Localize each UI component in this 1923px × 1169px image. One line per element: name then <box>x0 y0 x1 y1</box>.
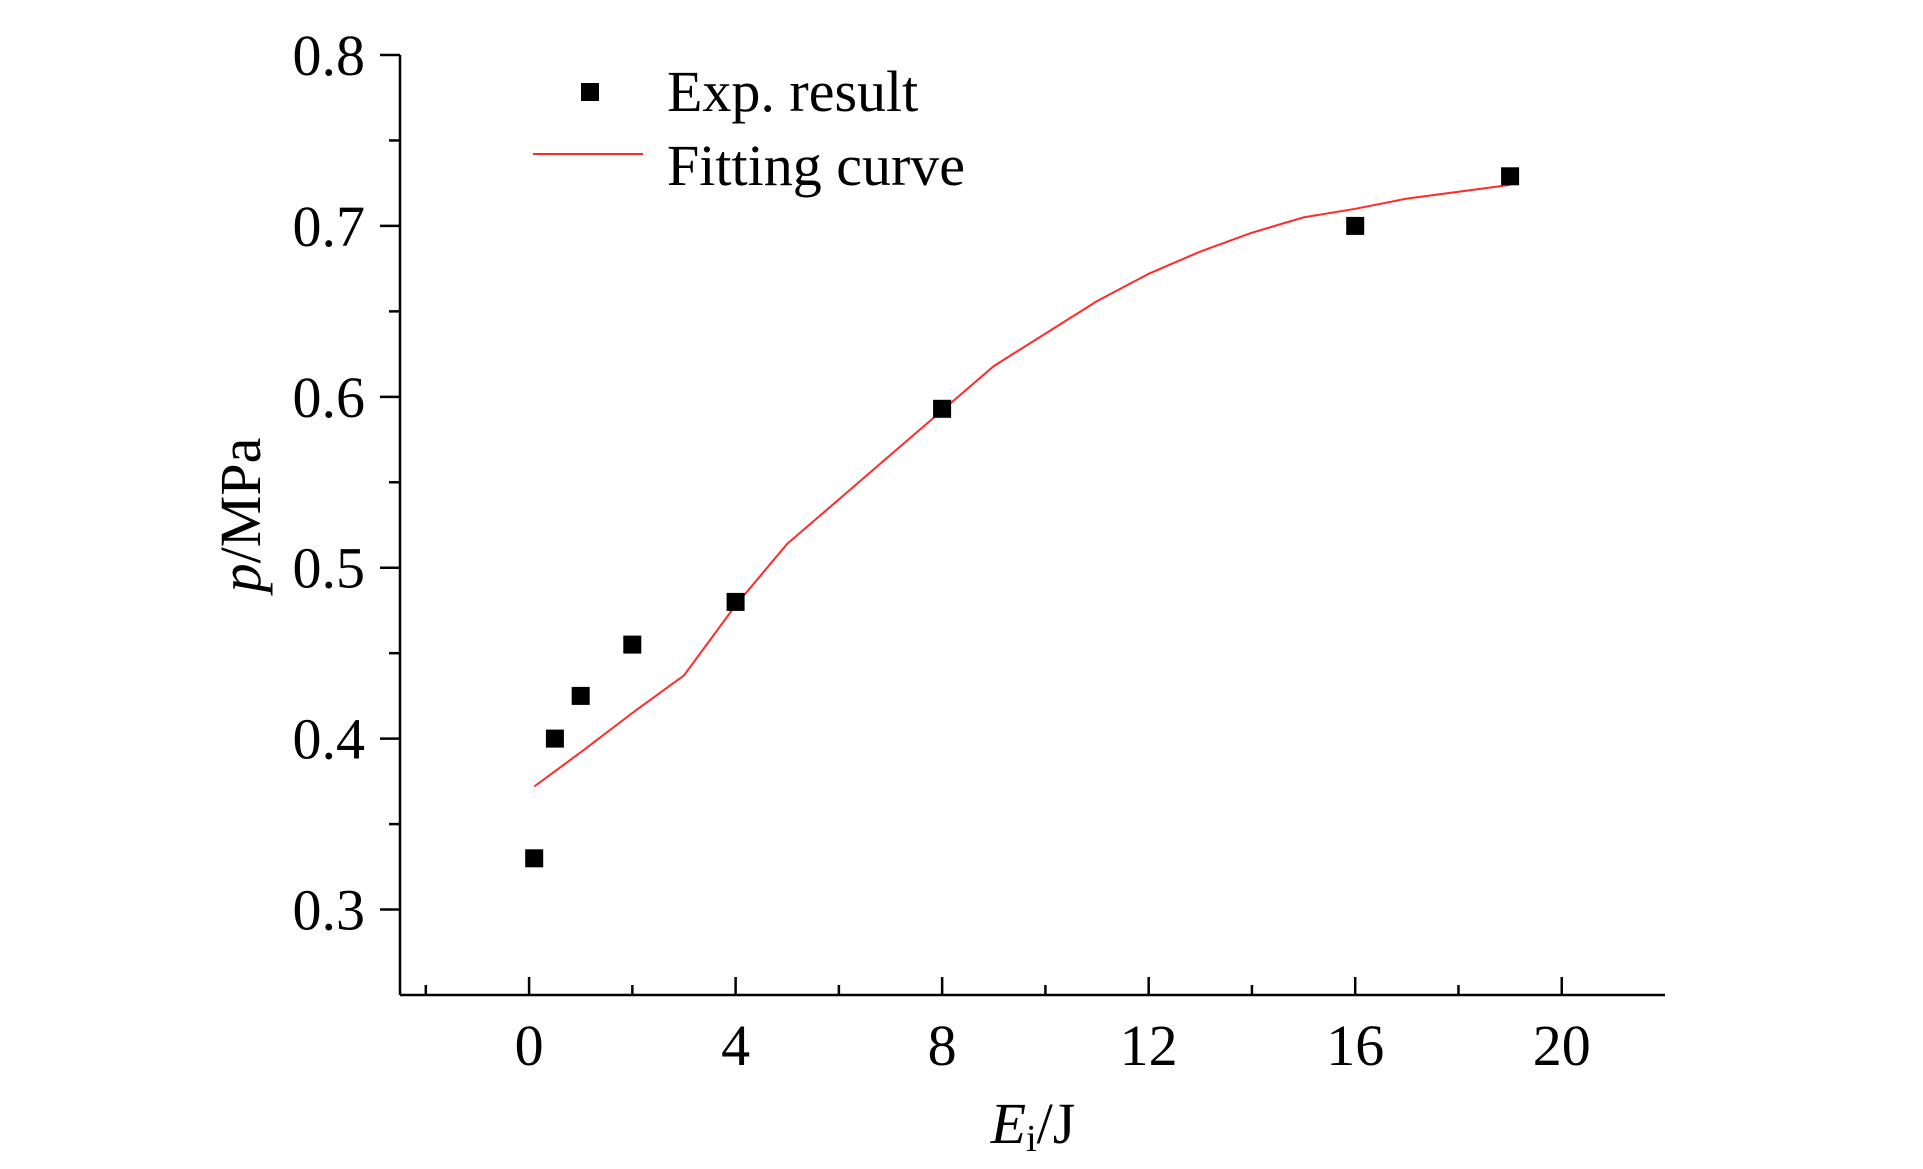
x-tick-label: 4 <box>721 1013 750 1078</box>
legend-label-exp-result: Exp. result <box>667 59 918 124</box>
legend: Exp. result Fitting curve <box>533 59 965 198</box>
legend-label-fitting-curve: Fitting curve <box>667 133 965 198</box>
data-point <box>571 686 590 705</box>
x-tick-label: 12 <box>1120 1013 1178 1078</box>
x-tick-label: 8 <box>928 1013 957 1078</box>
data-point <box>1346 216 1365 235</box>
data-point <box>726 592 745 611</box>
data-point <box>525 849 544 868</box>
data-point <box>1501 167 1520 186</box>
y-tick-label: 0.6 <box>293 365 366 430</box>
exp-result-points <box>525 167 1520 868</box>
y-tick-label: 0.5 <box>293 536 366 601</box>
x-tick-label: 20 <box>1533 1013 1591 1078</box>
y-tick-label: 0.7 <box>293 194 366 259</box>
y-tick-label: 0.3 <box>293 878 366 943</box>
y-axis-ticks: 0.3 0.4 0.5 0.6 0.7 0.8 <box>293 23 400 943</box>
fitting-curve-line <box>533 183 1511 788</box>
data-point <box>545 729 564 748</box>
legend-square-marker <box>581 83 599 101</box>
x-axis-ticks: 0 4 8 12 16 20 <box>424 977 1591 1078</box>
y-tick-label: 0.4 <box>293 707 366 772</box>
x-axis-title: Ei/J <box>990 1091 1076 1160</box>
y-axis-title: p/MPa <box>208 438 273 597</box>
x-tick-label: 16 <box>1326 1013 1384 1078</box>
y-tick-label: 0.8 <box>293 23 366 88</box>
data-point <box>933 399 952 418</box>
data-point <box>623 635 642 654</box>
x-tick-label: 0 <box>515 1013 544 1078</box>
